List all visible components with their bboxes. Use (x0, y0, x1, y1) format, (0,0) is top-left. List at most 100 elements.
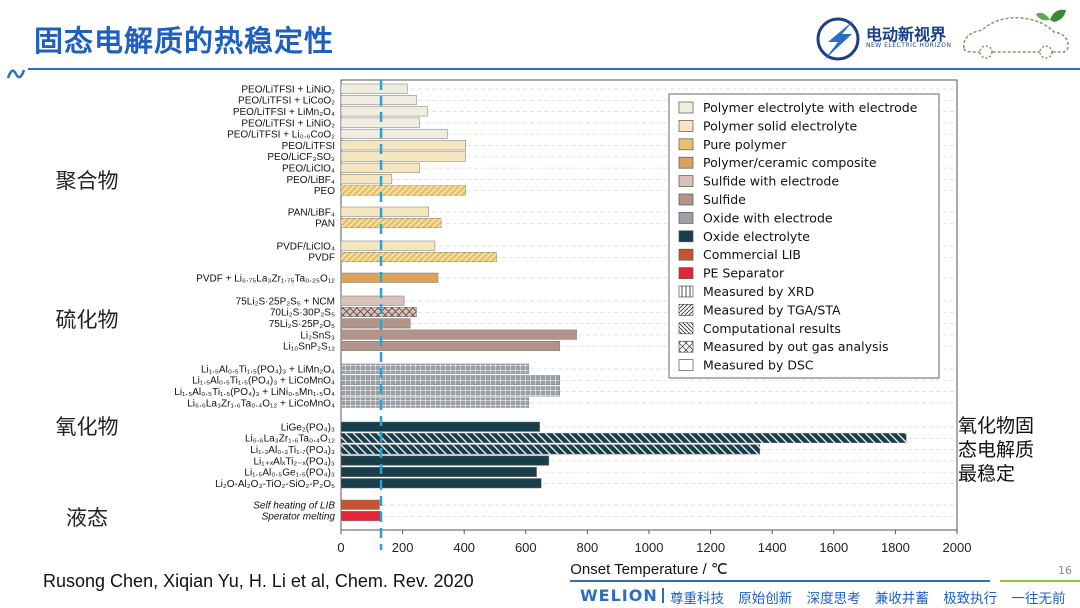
legend-label: Polymer/ceramic composite (703, 155, 877, 170)
category-liquid: 液态 (44, 495, 130, 539)
x-tick-label: 2000 (943, 540, 972, 555)
legend-swatch (678, 193, 694, 206)
brand-logo-icon (816, 17, 860, 61)
x-tick-label: 800 (577, 540, 599, 555)
bar (340, 174, 393, 185)
bar (340, 272, 439, 283)
legend-swatch-hatch (679, 304, 693, 316)
bar (340, 95, 417, 106)
bar-label: PEO/LiTFSI + Li₀.₆CoO₂ (227, 130, 335, 141)
footer-rule-blue (570, 580, 990, 582)
bar (340, 511, 382, 522)
x-tick-label: 1400 (758, 540, 787, 555)
legend-swatch (678, 230, 694, 243)
bar-label: PEO/LiTFSI + LiCoO₂ (238, 96, 335, 107)
bar-label: Li₁.₅Al₀.₅Ti₁.₅(PO₄)₃ + LiNi₀.₅Mn₁.₅O₄ (174, 387, 335, 398)
bar-label: 75Li₂S·25P₂S₅ + NCM (236, 296, 335, 307)
bar-label: PEO/LiBF₄ (286, 175, 335, 186)
bar-hatch (341, 307, 417, 317)
legend-label: Measured by DSC (703, 358, 814, 373)
legend-label: Oxide with electrode (703, 210, 833, 225)
bar-label: PEO/LiTFSI + LiNiO₂ (241, 84, 335, 95)
bar-label: Li₁.₅Al₀.₅Ti₁.₅(PO₄)₃ + LiMn₂O₄ (201, 364, 335, 375)
legend-swatch (678, 138, 694, 151)
legend-swatch (678, 175, 694, 187)
annotation-line: 态电解质 (958, 439, 1035, 461)
bar-label: Li₁.₅Al₀.₅Ge₁.₅(PO₄)₃ (244, 468, 335, 479)
legend-swatch (678, 359, 694, 371)
legend-label: Pure polymer (703, 137, 787, 152)
bar-label: PAN/LiBF₄ (288, 207, 335, 218)
legend-label: Measured by TGA/STA (703, 302, 841, 317)
bar-label: Li₁.₅Al₀.₅Ti₁.₅(PO₄)₃ + LiCoMnO₄ (192, 376, 335, 387)
footer-brand: WELION (580, 586, 658, 605)
bar-hatch (341, 433, 907, 443)
bar-label: Sperator melting (262, 512, 336, 523)
legend-box (668, 93, 940, 379)
bar-label: LiGe₂(PO₄)₃ (281, 422, 335, 433)
category-polymer-label: 聚合物 (55, 169, 119, 193)
legend-label: Polymer electrolyte with electrode (703, 100, 918, 115)
annotation-line: 最稳定 (958, 463, 1016, 485)
title-accent-icon (6, 69, 26, 79)
footer-rule-green (1000, 580, 1080, 582)
annotation: 氧化物固 态电解质 最稳定 (958, 414, 1034, 486)
x-tick-label: 1200 (696, 540, 725, 555)
legend-label: Measured by out gas analysis (703, 339, 888, 354)
bar (340, 206, 430, 217)
category-polymer: 聚合物 (44, 82, 130, 278)
bar-label: Li₁₊ₓAlₓTi₂₋ₓ(PO₄)₃ (253, 456, 335, 467)
x-axis-label: Onset Temperature / ℃ (570, 561, 727, 578)
bar-label: Self heating of LIB (253, 500, 335, 511)
legend-label: Measured by XRD (703, 284, 814, 299)
bar (340, 329, 577, 340)
legend-swatch (678, 267, 694, 279)
legend-swatch-hatch (679, 286, 693, 297)
bar-label: 70Li₂S·30P₂S₅ (270, 308, 335, 319)
bar (340, 83, 408, 94)
bar-hatch (341, 444, 760, 455)
legend-label: Computational results (703, 321, 841, 336)
footer-motto: 一往无前 (1011, 591, 1066, 607)
bar-label: PEO/LiTFSI + LiMn₂O₄ (233, 107, 335, 118)
bar (340, 295, 405, 306)
legend-swatch (678, 120, 694, 132)
bar-label: PVDF + Li₆.₇₅La₃Zr₁.₇₅Ta₀.₂₅O₁₂ (196, 273, 335, 284)
footer-mottos: 尊重科技 原始创新 深度思考 兼收并蓄 极致执行 一往无前 (670, 587, 1075, 607)
category-sulfide-label: 硫化物 (55, 308, 119, 332)
legend-label: Polymer solid electrolyte (703, 118, 858, 133)
bar (340, 318, 411, 329)
bar-label: PEO/LiCF₃SO₃ (267, 152, 335, 163)
category-oxide-label: 氧化物 (55, 415, 119, 439)
bar-hatch (341, 375, 560, 385)
legend-label: Commercial LIB (703, 247, 801, 262)
title-rule (28, 68, 1080, 70)
bar (340, 240, 436, 251)
bar (340, 478, 542, 489)
category-sulfide: 硫化物 (44, 287, 130, 351)
bar (340, 340, 560, 351)
category-oxide: 氧化物 (44, 364, 130, 488)
brand-logo-subtitle: NEW ELECTRIC HORIZON (866, 42, 952, 49)
slide-title: 固态电解质的热稳定性 (34, 24, 335, 58)
bar-label: PAN (315, 219, 335, 230)
bar-label: Li₂O-Al₂O₃-TiO₂-SiO₂-P₂O₅ (215, 479, 335, 490)
bar-hatch (341, 218, 442, 228)
footer-motto: 兼收并蓄 (874, 591, 929, 607)
bar-hatch (341, 386, 560, 397)
x-tick-label: 1800 (881, 540, 910, 555)
bar (340, 151, 466, 162)
bar (340, 106, 428, 117)
footer-motto: 深度思考 (806, 591, 861, 607)
bar-label: PEO/LiTFSI (282, 141, 335, 152)
x-tick-label: 200 (392, 540, 414, 555)
bar (340, 421, 540, 432)
legend-label: Sulfide (703, 192, 746, 207)
x-tick-label: 0 (337, 540, 344, 555)
legend-swatch (678, 248, 694, 261)
legend-swatch (678, 156, 694, 169)
bar (340, 499, 380, 510)
bar-label: 75Li₂S·25P₂O₅ (269, 319, 335, 330)
bar-label: PEO (314, 186, 335, 197)
